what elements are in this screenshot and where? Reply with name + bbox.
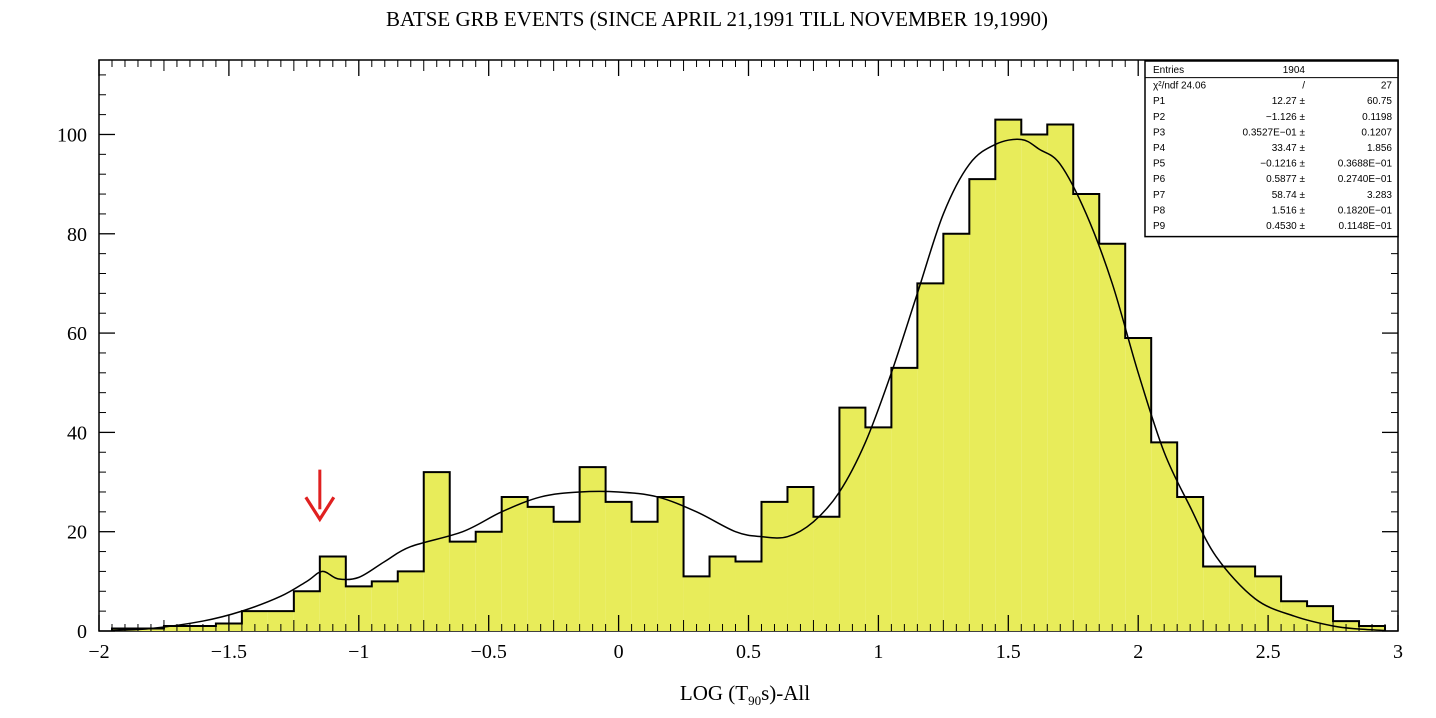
- y-tick-label: 100: [57, 124, 87, 146]
- chart-title: BATSE GRB EVENTS (SINCE APRIL 21,1991 TI…: [386, 7, 1048, 31]
- histogram-bar: [631, 521, 658, 631]
- histogram-bar: [839, 407, 866, 631]
- histogram-bar: [1177, 496, 1204, 631]
- x-axis-label-prefix: LOG (T: [680, 681, 748, 705]
- stats-key: P4: [1153, 143, 1166, 154]
- histogram-bar: [865, 427, 892, 631]
- histogram-bar: [1125, 338, 1152, 631]
- histogram-bar: [1151, 442, 1178, 631]
- x-tick-label: 2: [1133, 641, 1143, 663]
- histogram-bar: [553, 521, 580, 631]
- histogram-bar: [1073, 194, 1100, 632]
- histogram-bar: [969, 179, 996, 631]
- stats-value: 33.47 ±: [1272, 143, 1306, 154]
- histogram-bar: [1229, 566, 1256, 631]
- stats-value: /: [1302, 81, 1305, 92]
- stats-error: 1.856: [1367, 143, 1392, 154]
- histogram-outline: [110, 118, 1387, 631]
- y-tick-label: 20: [67, 522, 87, 544]
- histogram-bar: [1203, 566, 1230, 631]
- stats-key: P1: [1153, 96, 1166, 107]
- stats-box-frame: [1144, 60, 1399, 238]
- stats-value: −0.1216 ±: [1260, 159, 1305, 170]
- stats-error: 0.1148E−01: [1339, 221, 1393, 232]
- stats-key: P5: [1153, 159, 1166, 170]
- histogram-bar: [267, 611, 294, 631]
- stats-value: 1904: [1283, 65, 1306, 76]
- stats-error: 0.2740E−01: [1338, 174, 1393, 185]
- histogram-bar: [319, 556, 346, 631]
- x-tick-label: −0.5: [471, 641, 507, 663]
- histogram-bar: [371, 581, 398, 631]
- histogram-bar: [813, 516, 840, 631]
- x-tick-label: −1.5: [211, 641, 247, 663]
- y-tick-label: 0: [77, 621, 87, 643]
- histogram-bar: [1099, 243, 1126, 631]
- stats-key: P7: [1153, 190, 1166, 201]
- histogram-bar: [787, 487, 814, 631]
- histogram-bar: [501, 496, 528, 631]
- histogram-bar: [423, 472, 450, 631]
- x-axis-label-subscript: 90: [748, 693, 761, 708]
- x-tick-label: 3: [1393, 641, 1403, 663]
- histogram-bar: [579, 467, 606, 631]
- histogram-bar: [683, 576, 710, 631]
- histogram-bar: [891, 367, 918, 631]
- stats-key: P8: [1153, 205, 1166, 216]
- stats-error: 60.75: [1367, 96, 1392, 107]
- stats-error: 0.1820E−01: [1338, 205, 1393, 216]
- x-axis-label-suffix: s)-All: [761, 681, 810, 705]
- y-tick-label: 80: [67, 224, 87, 246]
- stats-key: P2: [1153, 112, 1166, 123]
- y-tick-label: 40: [67, 422, 87, 444]
- stats-key: χ²/ndf 24.06: [1153, 81, 1207, 92]
- fit-curve: [111, 138, 1386, 632]
- stats-key: P3: [1153, 127, 1166, 138]
- stats-value: 0.5877 ±: [1266, 174, 1305, 185]
- histogram-bar: [1047, 124, 1074, 632]
- y-tick-label: 60: [67, 323, 87, 345]
- stats-value: 0.3527E−01 ±: [1243, 127, 1306, 138]
- histogram-bar: [397, 571, 424, 631]
- x-tick-label: −2: [88, 641, 109, 663]
- histogram-bar: [761, 501, 788, 631]
- stats-error: 0.3688E−01: [1338, 159, 1393, 170]
- histogram-bar: [449, 541, 476, 631]
- stats-error: 3.283: [1367, 190, 1392, 201]
- plot-area: −2 −1.5 −1 −0.5 0 0.5 1 1.5 2 2.5 3 0 20 40 60 80 100: [57, 59, 1403, 663]
- stats-box: Entries 1904 χ²/ndf 24.06 / 27 P1 12.27 ± 60.75…: [1144, 60, 1399, 238]
- histogram-bar: [605, 501, 632, 631]
- histogram-bar: [943, 233, 970, 632]
- stats-error: 0.1207: [1361, 127, 1392, 138]
- histogram-bar: [995, 119, 1022, 631]
- histogram-bar: [241, 611, 268, 631]
- histogram-bar: [917, 283, 944, 631]
- stats-value: 58.74 ±: [1272, 190, 1306, 201]
- x-tick-label: 1: [873, 641, 883, 663]
- annotation-arrow-head: [304, 496, 336, 523]
- x-tick-label: 1.5: [996, 641, 1021, 663]
- stats-error: 0.1198: [1362, 112, 1392, 123]
- stats-value: 1.516 ±: [1272, 205, 1306, 216]
- stats-key: P6: [1153, 174, 1166, 185]
- x-tick-label: 2.5: [1256, 641, 1281, 663]
- stats-error: 27: [1381, 81, 1393, 92]
- x-tick-label: −1: [348, 641, 369, 663]
- stats-key: P9: [1153, 221, 1166, 232]
- stats-value: 0.4530 ±: [1266, 221, 1305, 232]
- x-tick-label: 0: [614, 641, 624, 663]
- histogram-bar: [657, 496, 684, 631]
- histogram-bar: [475, 531, 502, 631]
- x-axis-label: LOG (T90s)-All: [680, 681, 810, 708]
- x-tick-label: 0.5: [736, 641, 761, 663]
- histogram-bar: [709, 556, 736, 631]
- stats-value: −1.126 ±: [1266, 112, 1306, 123]
- stats-value: 12.27 ±: [1272, 96, 1306, 107]
- histogram-bar: [527, 506, 554, 631]
- stats-key: Entries: [1153, 65, 1184, 76]
- histogram-bar: [1021, 134, 1048, 631]
